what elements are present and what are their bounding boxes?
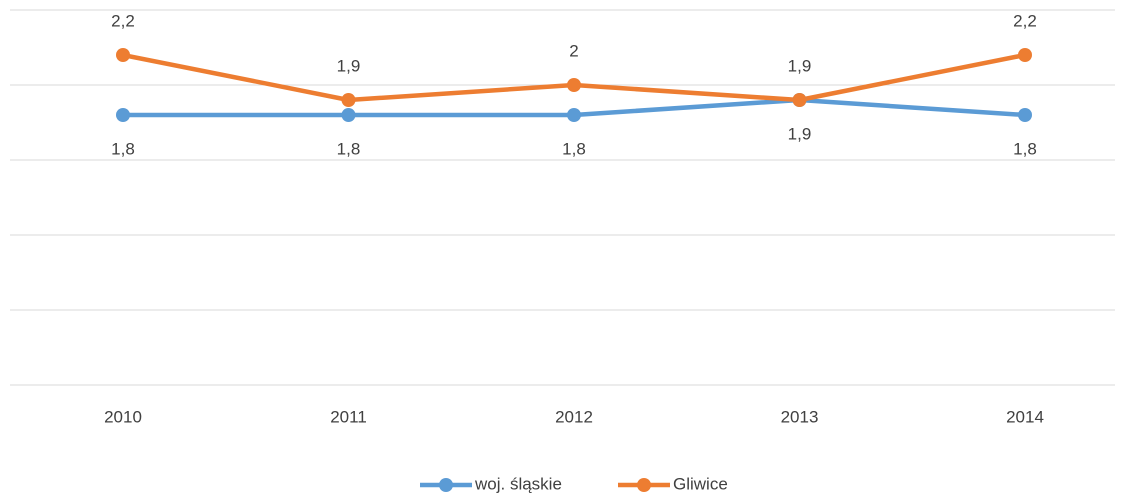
data-label: 1,8 xyxy=(337,139,361,158)
data-point xyxy=(1018,108,1032,122)
x-tick-label: 2014 xyxy=(1006,407,1044,426)
data-point xyxy=(792,93,807,107)
x-tick-label: 2010 xyxy=(104,407,142,426)
data-label: 1,8 xyxy=(111,139,135,158)
legend-marker xyxy=(637,478,651,492)
data-point xyxy=(341,108,356,122)
data-label: 1,8 xyxy=(1013,139,1037,158)
legend-marker xyxy=(439,478,453,492)
series-line xyxy=(122,52,1026,103)
data-point xyxy=(116,108,130,122)
data-label: 1,9 xyxy=(788,56,812,75)
data-label: 2,2 xyxy=(111,11,135,30)
data-label: 2,2 xyxy=(1013,11,1037,30)
data-point xyxy=(1018,48,1032,62)
data-label: 1,9 xyxy=(337,56,361,75)
data-label: 2 xyxy=(569,41,578,60)
data-point xyxy=(116,48,130,62)
data-label: 1,8 xyxy=(562,139,586,158)
legend-label: Gliwice xyxy=(673,474,728,493)
data-label: 1,9 xyxy=(788,124,812,143)
x-tick-label: 2013 xyxy=(781,407,819,426)
legend-label: woj. śląskie xyxy=(474,474,562,493)
x-tick-label: 2012 xyxy=(555,407,593,426)
data-point xyxy=(567,108,581,122)
data-point xyxy=(341,93,356,107)
x-tick-label: 2011 xyxy=(330,407,367,426)
data-point xyxy=(567,78,581,92)
